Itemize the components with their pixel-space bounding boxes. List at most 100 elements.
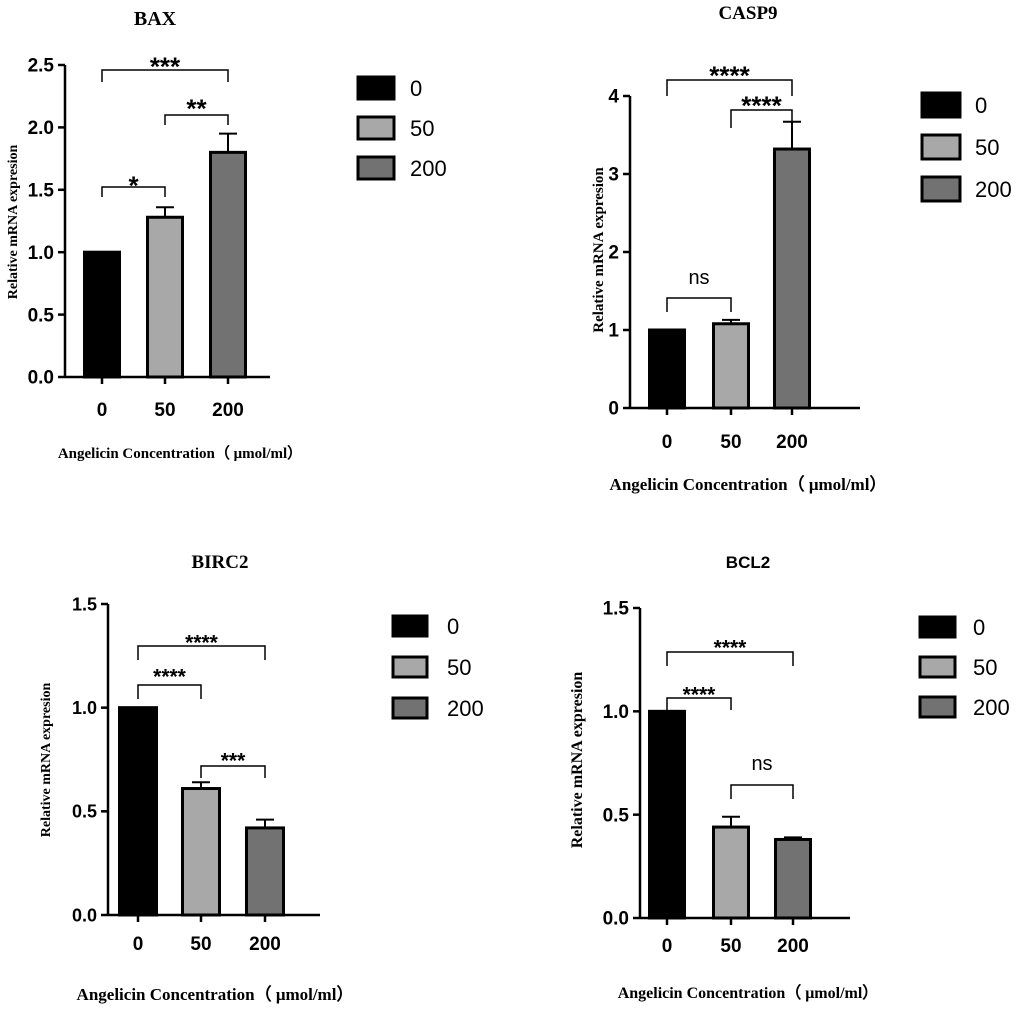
significance-bracket (666, 651, 794, 666)
significance-bracket (137, 645, 266, 660)
significance-label: **** (741, 91, 782, 121)
y-tick-label: 3 (608, 165, 619, 186)
y-axis-label: Relative mRNA expresion (569, 672, 586, 849)
significance-label: ns (688, 267, 709, 289)
y-tick-label: 1.5 (72, 594, 97, 614)
y-tick-label: 0 (608, 399, 619, 420)
legend-label: 50 (973, 655, 997, 680)
x-tick-label: 50 (190, 934, 211, 955)
legend-swatch-0 (391, 614, 429, 638)
chart-title: BAX (134, 8, 177, 30)
significance-bracket (666, 79, 793, 96)
legend-label: 200 (447, 696, 484, 721)
significance-label: ns (751, 753, 772, 775)
bar-200 (209, 150, 247, 379)
legend-label: 50 (975, 135, 999, 160)
significance-label: * (128, 171, 139, 201)
y-tick-label: 0.5 (28, 305, 55, 326)
legend-label: 200 (975, 177, 1012, 202)
bar-0 (648, 709, 686, 920)
legend-swatch-50 (356, 115, 396, 141)
bar-50 (146, 215, 184, 379)
y-tick-label: 0.0 (28, 368, 54, 389)
x-tick-label: 0 (97, 400, 108, 421)
y-axis-label: Relative mRNA expresion (591, 167, 607, 333)
legend-label: 0 (410, 76, 422, 101)
significance-bracket (164, 114, 229, 125)
y-tick-label: 0.0 (603, 909, 629, 930)
x-tick-label: 0 (133, 934, 144, 955)
significance-label: **** (153, 665, 187, 688)
significance-bracket (730, 784, 794, 799)
significance-bracket (666, 297, 732, 312)
x-axis-label: Angelicin Concentration（ μmol/ml） (58, 444, 302, 462)
y-tick-label: 0.5 (603, 805, 630, 826)
significance-bracket (666, 697, 732, 710)
significance-label: **** (714, 636, 748, 659)
significance-label: ** (186, 94, 207, 124)
y-tick-label: 1.0 (28, 243, 54, 264)
legend-swatch-50 (920, 133, 962, 161)
y-axis-label: Relative mRNA expresion (6, 145, 21, 300)
x-tick-label: 50 (154, 400, 175, 421)
y-tick-label: 0.0 (72, 905, 97, 925)
bar-50 (181, 787, 221, 917)
x-tick-label: 200 (776, 432, 808, 453)
y-tick-label: 1.0 (72, 698, 97, 718)
x-axis-label: Angelicin Concentration（ μmol/ml） (77, 984, 354, 1004)
significance-label: *** (221, 749, 246, 772)
bar-200 (245, 826, 285, 917)
chart-title: CASP9 (718, 3, 777, 24)
bar-200 (773, 147, 811, 410)
bar-0 (83, 250, 121, 379)
chart-panel-bcl2: BCL2 0.0 0.5 1.0 1.5 0 50 200 **** ns **** Relative… (569, 553, 1010, 1002)
bar-0 (118, 706, 158, 917)
legend-swatch-0 (920, 91, 962, 119)
significance-label: **** (185, 631, 219, 654)
x-tick-label: 0 (662, 432, 673, 453)
x-tick-label: 0 (662, 936, 673, 957)
y-tick-label: 1 (608, 321, 619, 342)
chart-title: BCL2 (726, 553, 770, 572)
y-tick-label: 2.5 (28, 56, 55, 77)
y-tick-label: 2.0 (28, 118, 54, 139)
bar-0 (648, 328, 686, 410)
significance-bracket (200, 765, 266, 778)
legend-label: 50 (447, 655, 471, 680)
bar-50 (712, 322, 750, 410)
bar-200 (774, 837, 812, 920)
legend-label: 50 (410, 116, 434, 141)
x-tick-label: 50 (720, 432, 741, 453)
x-tick-label: 200 (212, 400, 244, 421)
significance-label: **** (683, 683, 717, 706)
y-tick-label: 1.5 (28, 180, 55, 201)
x-tick-label: 200 (777, 936, 809, 957)
legend-swatch-50 (391, 655, 429, 679)
legend-swatch-200 (920, 175, 962, 203)
legend-label: 200 (410, 156, 447, 181)
significance-label: **** (709, 61, 750, 91)
legend-label: 200 (973, 695, 1010, 720)
y-tick-label: 1.5 (603, 599, 630, 620)
legend-swatch-0 (918, 615, 957, 639)
x-tick-label: 200 (249, 934, 281, 955)
legend-label: 0 (975, 93, 987, 118)
legend-label: 0 (447, 614, 459, 639)
bar-50 (712, 825, 750, 920)
significance-bracket (730, 109, 793, 128)
x-tick-label: 50 (720, 936, 741, 957)
y-tick-label: 4 (608, 87, 619, 108)
legend-label: 0 (973, 615, 985, 640)
legend-swatch-200 (356, 155, 396, 181)
legend-swatch-200 (918, 695, 957, 719)
x-axis-label: Angelicin Concentration（ μmol/ml） (618, 984, 879, 1002)
legend-swatch-50 (918, 655, 957, 679)
significance-label: *** (150, 52, 181, 82)
x-axis-label: Angelicin Concentration（ μmol/ml） (610, 474, 887, 494)
y-axis-label: Relative mRNA expresion (39, 683, 54, 838)
legend-swatch-200 (391, 696, 429, 720)
chart-panel-casp9: CASP9 0 1 2 3 4 0 50 200 ns ******** Relative mRNA … (591, 3, 1012, 494)
significance-bracket (137, 684, 202, 699)
significance-bracket (101, 69, 229, 82)
